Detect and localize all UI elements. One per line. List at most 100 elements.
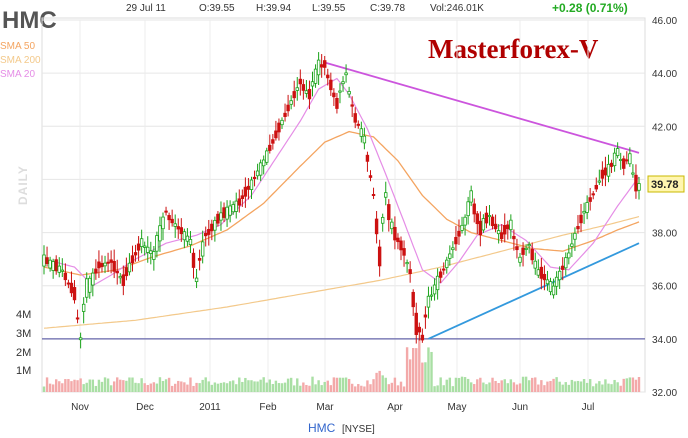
candle-body bbox=[191, 252, 196, 268]
candle-body bbox=[115, 270, 119, 274]
candle-body bbox=[335, 98, 339, 109]
candle-body bbox=[625, 159, 629, 162]
candle-body bbox=[57, 265, 61, 273]
candle-body bbox=[158, 225, 162, 242]
volume-bar bbox=[543, 385, 546, 392]
volume-bar bbox=[286, 378, 290, 392]
header-low: L:39.55 bbox=[312, 3, 346, 14]
volume-bar bbox=[588, 379, 592, 392]
volume-bar bbox=[293, 385, 296, 392]
x-tick-label: Feb bbox=[259, 402, 277, 413]
volume-bar bbox=[247, 380, 250, 392]
volume-bar bbox=[439, 377, 442, 392]
volume-bar bbox=[378, 370, 381, 392]
volume-bar bbox=[97, 379, 101, 392]
candle-body bbox=[353, 113, 357, 123]
volume-bar bbox=[372, 379, 375, 392]
candle-body bbox=[182, 231, 187, 241]
candle-body bbox=[618, 158, 623, 161]
candle-body bbox=[359, 128, 364, 137]
volume-bar bbox=[576, 380, 580, 392]
volume-bar bbox=[473, 384, 476, 392]
candle-body bbox=[368, 175, 373, 178]
header-volume: Vol:246.01K bbox=[430, 3, 484, 14]
candle-body bbox=[371, 193, 376, 196]
candle-body bbox=[249, 179, 254, 190]
candle-body bbox=[457, 230, 461, 237]
volume-bar bbox=[408, 359, 412, 392]
volume-bar bbox=[421, 362, 424, 392]
volume-bar bbox=[625, 378, 628, 392]
candle-body bbox=[179, 227, 184, 235]
candle-body bbox=[310, 81, 315, 87]
candle-body bbox=[118, 275, 122, 279]
candle-body bbox=[88, 277, 92, 293]
volume-bar bbox=[494, 380, 497, 392]
volume-bar bbox=[213, 382, 217, 392]
volume-bar bbox=[463, 377, 467, 392]
volume-bar bbox=[277, 383, 281, 392]
candle-body bbox=[216, 213, 220, 224]
candle-body bbox=[112, 261, 116, 272]
volume-bar bbox=[100, 381, 104, 392]
volume-bar bbox=[585, 382, 589, 392]
volume-bar bbox=[622, 378, 625, 392]
candle-body bbox=[304, 90, 309, 94]
volume-bar bbox=[637, 377, 641, 392]
candle-body bbox=[539, 266, 544, 279]
candle-body bbox=[301, 84, 306, 91]
volume-bar bbox=[634, 379, 638, 392]
candle-body bbox=[136, 243, 141, 251]
candle-body bbox=[231, 204, 235, 213]
candle-body bbox=[582, 210, 586, 214]
volume-bar bbox=[152, 382, 156, 392]
volume-bar bbox=[122, 380, 125, 392]
candle-body bbox=[60, 269, 65, 272]
volume-bar bbox=[299, 385, 302, 392]
candle-body bbox=[246, 185, 251, 190]
candle-body bbox=[414, 312, 418, 335]
candle-body bbox=[396, 237, 400, 243]
volume-bar bbox=[500, 380, 503, 392]
volume-bar bbox=[85, 382, 88, 392]
volume-bar bbox=[45, 377, 49, 392]
candle-body bbox=[377, 246, 382, 267]
y-tick-label: 46.00 bbox=[652, 16, 677, 27]
candle-body bbox=[390, 221, 394, 230]
candle-body bbox=[167, 215, 171, 221]
volume-bar bbox=[283, 382, 287, 392]
volume-bar bbox=[598, 381, 601, 392]
candle-body bbox=[405, 262, 409, 265]
volume-bar bbox=[506, 383, 509, 392]
resistance-trendline bbox=[324, 61, 640, 154]
volume-bar bbox=[430, 351, 433, 392]
volume-bar bbox=[305, 384, 308, 392]
volume-bar bbox=[222, 382, 226, 392]
candle-body bbox=[475, 213, 479, 225]
volume-bar bbox=[546, 381, 549, 392]
candle-body bbox=[188, 239, 193, 245]
candle-body bbox=[313, 68, 318, 84]
candle-body bbox=[374, 218, 379, 235]
candle-body bbox=[139, 238, 144, 247]
candle-body bbox=[612, 152, 617, 167]
candle-body bbox=[515, 246, 519, 251]
candle-body bbox=[454, 236, 458, 245]
candle-body bbox=[307, 88, 312, 100]
volume-bar bbox=[555, 377, 558, 392]
x-tick-label: Jun bbox=[512, 402, 528, 413]
candle-body bbox=[152, 251, 156, 260]
volume-bar bbox=[198, 383, 201, 392]
volume-bar bbox=[433, 386, 436, 392]
volume-bar bbox=[219, 382, 223, 392]
volume-bar bbox=[607, 383, 610, 392]
volume-bar bbox=[296, 378, 299, 392]
candle-body bbox=[496, 230, 501, 235]
volume-bar bbox=[67, 379, 70, 392]
volume-bar bbox=[491, 377, 494, 392]
candle-body bbox=[551, 285, 556, 296]
candle-body bbox=[222, 207, 226, 218]
candle-body bbox=[48, 259, 52, 269]
candle-body bbox=[274, 130, 278, 139]
volume-bar bbox=[216, 383, 220, 392]
